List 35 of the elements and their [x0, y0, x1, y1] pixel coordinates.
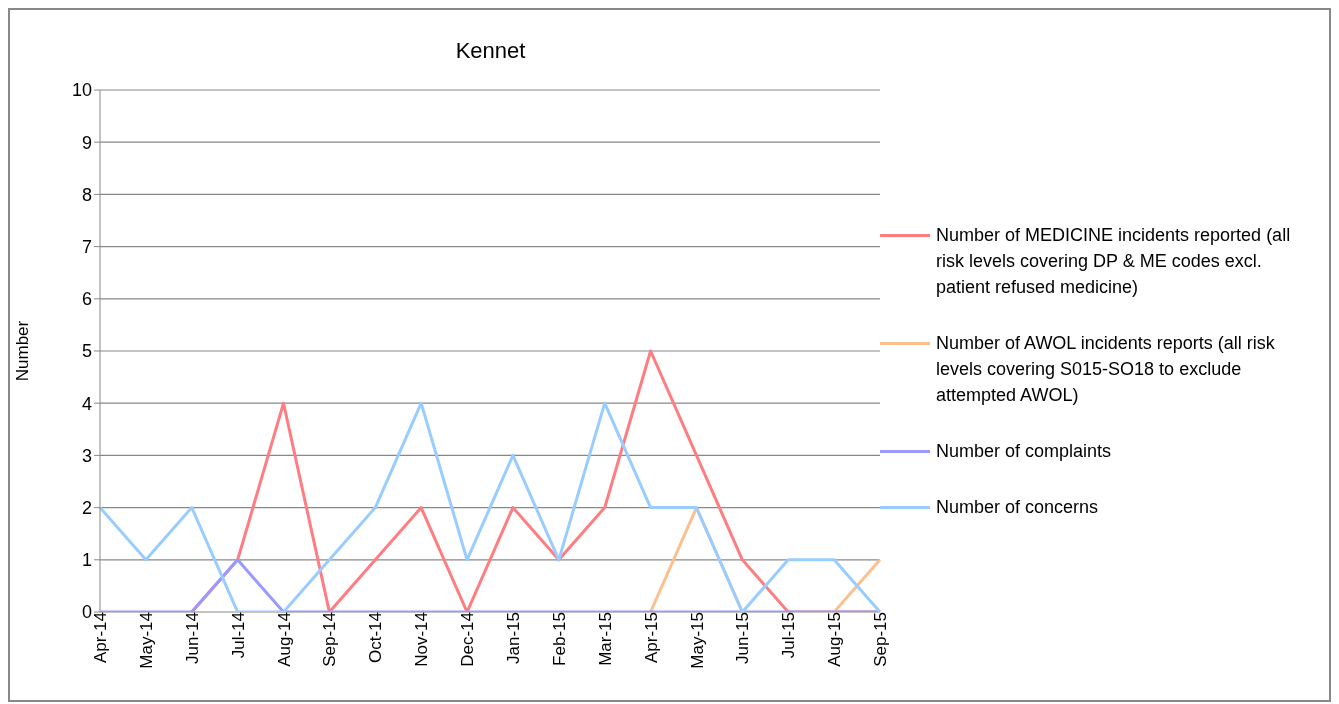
x-tick-label: Apr-15 [641, 612, 661, 664]
x-tick-label: Nov-14 [412, 612, 432, 667]
legend-label: Number of concerns [936, 496, 1100, 519]
x-tick-label: Feb-15 [549, 612, 569, 666]
legend-label: Number of AWOL incidents reports (all risk levels covering S015-SO18 to exclude attempted AWOL) [936, 332, 1276, 407]
y-tick-label: 10 [71, 80, 92, 101]
x-tick-label: May-15 [687, 612, 707, 669]
x-tick-label: Sep-14 [320, 612, 340, 667]
x-tick-label: Mar-15 [595, 612, 615, 666]
x-tick-label: Aug-15 [825, 612, 845, 667]
y-tick-label: 8 [81, 184, 92, 205]
x-tick-label: Dec-14 [458, 612, 478, 667]
x-tick-label: May-14 [136, 612, 156, 669]
y-tick-label: 4 [81, 393, 92, 414]
x-tick-label: Jun-14 [182, 612, 202, 664]
x-tick-label: Jul-15 [779, 612, 799, 659]
y-tick-label: 1 [81, 550, 92, 571]
y-tick-label: 9 [81, 132, 92, 153]
y-tick-label: 0 [81, 602, 92, 623]
x-tick-label: Jul-14 [228, 612, 248, 659]
x-tick-label: Jun-15 [733, 612, 753, 664]
y-tick-label: 6 [81, 289, 92, 310]
x-tick-label: Oct-14 [366, 612, 386, 664]
y-tick-label: 7 [81, 236, 92, 257]
x-tick-label: Aug-14 [274, 612, 294, 667]
legend-label: Number of MEDICINE incidents reported (all risk levels covering DP & ME codes excl. patient refused medicine) [936, 224, 1292, 299]
y-axis-title: Number [13, 320, 33, 382]
x-tick-label: Apr-14 [91, 612, 111, 664]
legend-label: Number of complaints [936, 440, 1113, 463]
x-tick-label: Sep-15 [871, 612, 891, 667]
y-tick-label: 3 [81, 445, 92, 466]
x-tick-label: Jan-15 [504, 612, 524, 664]
y-tick-label: 2 [81, 497, 92, 518]
chart-title: Kennet [454, 38, 527, 64]
y-tick-label: 5 [81, 341, 92, 362]
